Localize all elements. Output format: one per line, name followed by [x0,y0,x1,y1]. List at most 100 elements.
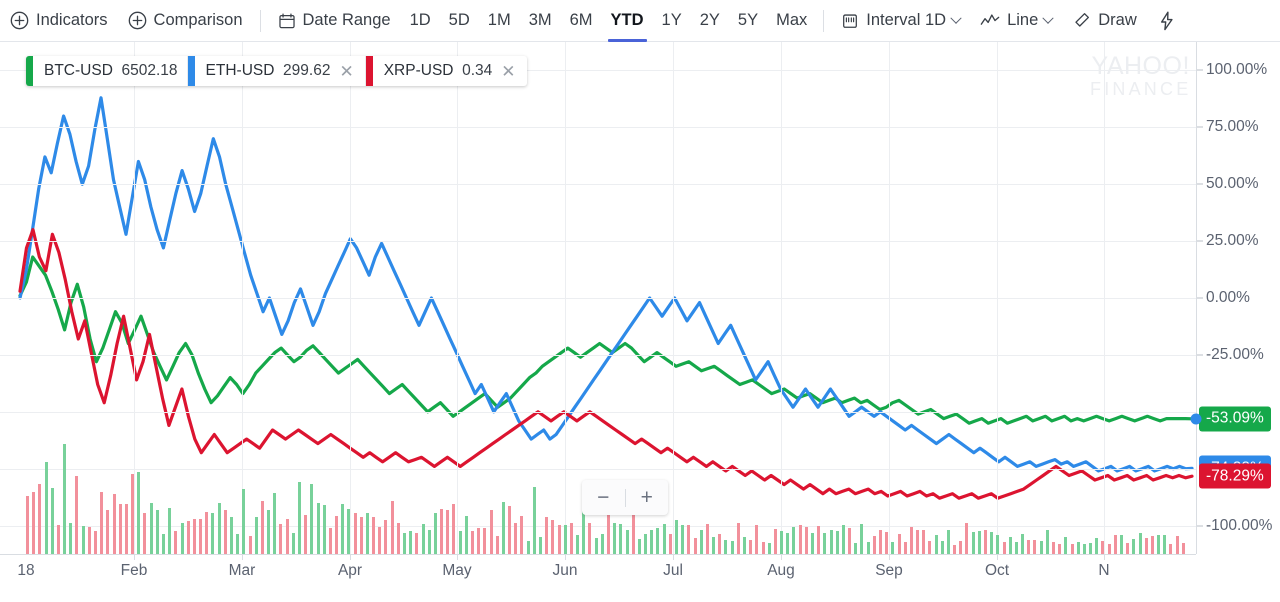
volume-bar [1021,533,1025,554]
volume-bar [118,504,122,554]
volume-bar [594,538,598,554]
volume-bar [903,542,907,554]
volume-bar [959,541,963,554]
volume-bar [409,531,413,554]
volume-bar [1064,537,1068,554]
volume-bar [32,491,36,554]
volume-bar [668,533,672,554]
volume-bar [217,502,221,554]
range-6m[interactable]: 6M [569,11,593,29]
volume-bar [582,508,586,554]
lightning-bolt-icon [1157,11,1176,31]
volume-bar [854,543,858,554]
volume-bar [946,529,950,554]
end-value-tag-btc-usd: -53.09% [1199,406,1271,432]
volume-bar [804,527,808,554]
chart-type-button[interactable]: Line [970,0,1062,42]
volume-bar [916,529,920,554]
volume-bar [749,540,753,554]
volume-bar [872,536,876,554]
volume-bar [38,484,42,554]
volume-bar [341,503,345,554]
volume-bar [848,528,852,554]
y-axis-tick-mark [1197,240,1203,242]
volume-bar [767,542,771,554]
volume-bar [1058,544,1062,554]
range-5d[interactable]: 5D [448,11,470,29]
horizontal-gridline [0,241,1196,243]
vertical-gridline [565,42,566,554]
y-axis-tick-mark [1197,297,1203,299]
legend-color-swatch [26,56,33,86]
legend-close-icon[interactable]: ✕ [339,61,354,81]
legend-close-icon[interactable]: ✕ [501,61,516,81]
vertical-gridline [350,42,351,554]
volume-bar [446,510,450,554]
interval-button[interactable]: Interval 1D [831,0,970,42]
volume-bar [607,513,610,554]
y-axis-tick-mark [1197,126,1203,128]
volume-bar [291,533,295,554]
legend-color-swatch [187,56,195,86]
draw-label: Draw [1098,11,1137,29]
legend-item-xrp-usd[interactable]: XRP-USD 0.34 ✕ [365,56,527,86]
zoom-out-button[interactable]: − [597,486,610,509]
vertical-gridline [1104,42,1105,554]
toolbar-divider [259,9,261,32]
line-chart-icon [980,12,1000,30]
range-5y[interactable]: 5Y [737,11,759,29]
volume-bar [631,498,635,554]
volume-bar [736,523,740,554]
volume-bar [866,542,870,554]
indicators-button[interactable]: Indicators [0,0,118,42]
volume-bar [477,527,481,554]
x-axis-tick-label: Mar [228,562,256,579]
settings-bolt-button[interactable] [1147,0,1182,42]
volume-bar [365,512,369,554]
range-2y[interactable]: 2Y [699,11,720,29]
zoom-controls: − + [582,480,668,515]
range-ytd[interactable]: YTD [602,0,653,42]
volume-bar [1144,538,1148,554]
legend-value: 0.34 [453,62,493,79]
chart-legend: BTC-USD 6502.18 ETH-USD 299.62 ✕ XRP-USD 0.… [26,56,527,86]
volume-bar [909,527,913,554]
comparison-button[interactable]: Comparison [118,0,253,42]
volume-bar [860,524,864,554]
legend-item-btc-usd[interactable]: BTC-USD 6502.18 [26,56,188,86]
x-axis-tick-mark [997,554,998,560]
x-axis-tick-label: N [1098,562,1110,579]
legend-item-eth-usd[interactable]: ETH-USD 299.62 ✕ [187,56,366,86]
y-axis-tick-label: -100.00% [1206,516,1273,534]
range-1d[interactable]: 1D [409,11,431,29]
legend-label: BTC-USD 6502.18 [33,62,187,80]
volume-bar [372,516,376,554]
volume-bar [773,528,777,554]
volume-bar [699,530,703,554]
legend-symbol: BTC-USD [44,62,113,79]
range-max[interactable]: Max [776,11,808,29]
chart-container[interactable]: YAHOO! FINANCE 100.00% 75.00% 50.00% 25.00%… [0,42,1280,602]
x-axis-tick-mark [781,554,782,560]
range-3m[interactable]: 3M [528,11,552,29]
volume-bar [705,524,709,554]
volume-bar [421,523,425,554]
x-axis-tick-label: Jul [663,562,683,579]
volume-bar [63,444,67,554]
volume-bar [829,530,833,554]
range-1m[interactable]: 1M [487,11,511,29]
volume-bar [427,530,431,554]
volume-bar [403,532,407,554]
volume-bar [316,503,320,554]
volume-bar [1150,535,1154,554]
range-1y[interactable]: 1Y [661,11,682,29]
price-line-xrp-usd [18,228,1194,500]
y-axis-tick-mark [1197,183,1203,185]
zoom-in-button[interactable]: + [640,486,653,509]
draw-button[interactable]: Draw [1062,0,1147,42]
y-axis-tick-mark [1197,69,1203,71]
volume-bar [953,544,957,554]
chart-plot-area[interactable] [0,42,1196,554]
price-line-btc-usd [18,255,1194,425]
date-range-button[interactable]: Date Range [268,0,401,42]
